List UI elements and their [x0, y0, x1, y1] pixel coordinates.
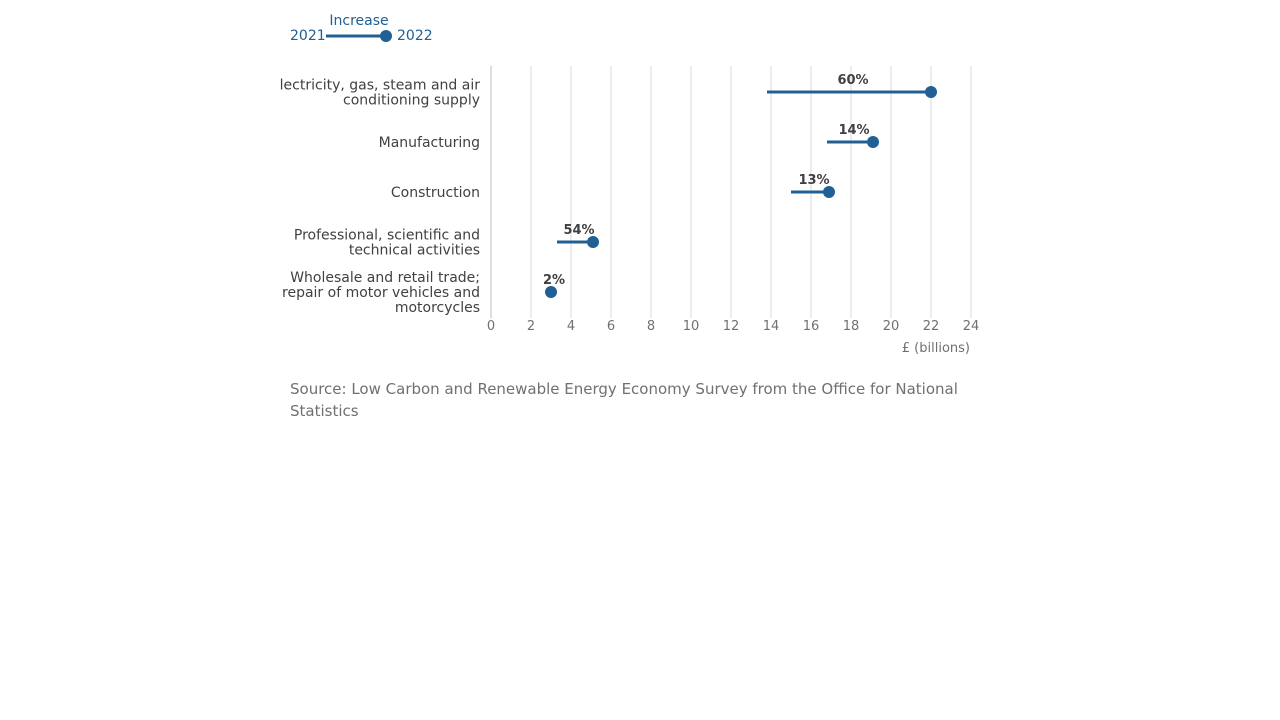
category-label-1-line-0: Manufacturing — [379, 135, 480, 151]
change-label-2: 13% — [798, 173, 829, 188]
category-label-2-line-0: Construction — [391, 185, 480, 201]
change-label-0: 60% — [837, 73, 868, 88]
change-label-3: 54% — [563, 223, 594, 238]
x-tick-label-0: 0 — [487, 319, 495, 334]
category-label-4-line-0: Wholesale and retail trade; — [290, 270, 480, 286]
x-axis-label: £ (billions) — [902, 341, 970, 356]
category-label-4-line-2: motorcycles — [395, 300, 480, 316]
legend-end-label: 2022 — [397, 28, 433, 44]
dumbbell-end-dot-0 — [925, 86, 937, 98]
source-note: Source: Low Carbon and Renewable Energy … — [290, 380, 958, 420]
x-tick-label-10: 10 — [683, 319, 700, 334]
category-label-4-line-1: repair of motor vehicles and — [282, 285, 480, 301]
x-tick-label-4: 4 — [567, 319, 575, 334]
change-label-1: 14% — [838, 123, 869, 138]
dumbbell-end-dot-2 — [823, 186, 835, 198]
category-label-3-line-0: Professional, scientific and — [294, 228, 480, 244]
x-tick-label-12: 12 — [723, 319, 740, 334]
legend-title: Increase — [329, 13, 388, 29]
category-label-3-line-1: technical activities — [349, 243, 480, 259]
x-tick-label-20: 20 — [883, 319, 900, 334]
dumbbell-end-dot-4 — [545, 286, 557, 298]
category-label-0-line-0: lectricity, gas, steam and air — [280, 78, 481, 94]
x-tick-label-16: 16 — [803, 319, 820, 334]
x-tick-label-8: 8 — [647, 319, 655, 334]
legend-end-dot — [380, 30, 392, 42]
legend-start-label: 2021 — [290, 28, 326, 44]
dumbbell-end-dot-1 — [867, 136, 879, 148]
x-tick-label-24: 24 — [963, 319, 980, 334]
x-tick-label-14: 14 — [763, 319, 780, 334]
x-tick-label-6: 6 — [607, 319, 615, 334]
x-tick-label-2: 2 — [527, 319, 535, 334]
category-label-0-line-1: conditioning supply — [343, 93, 480, 109]
x-tick-label-22: 22 — [923, 319, 940, 334]
change-label-4: 2% — [543, 273, 565, 288]
x-tick-label-18: 18 — [843, 319, 860, 334]
dumbbell-end-dot-3 — [587, 236, 599, 248]
